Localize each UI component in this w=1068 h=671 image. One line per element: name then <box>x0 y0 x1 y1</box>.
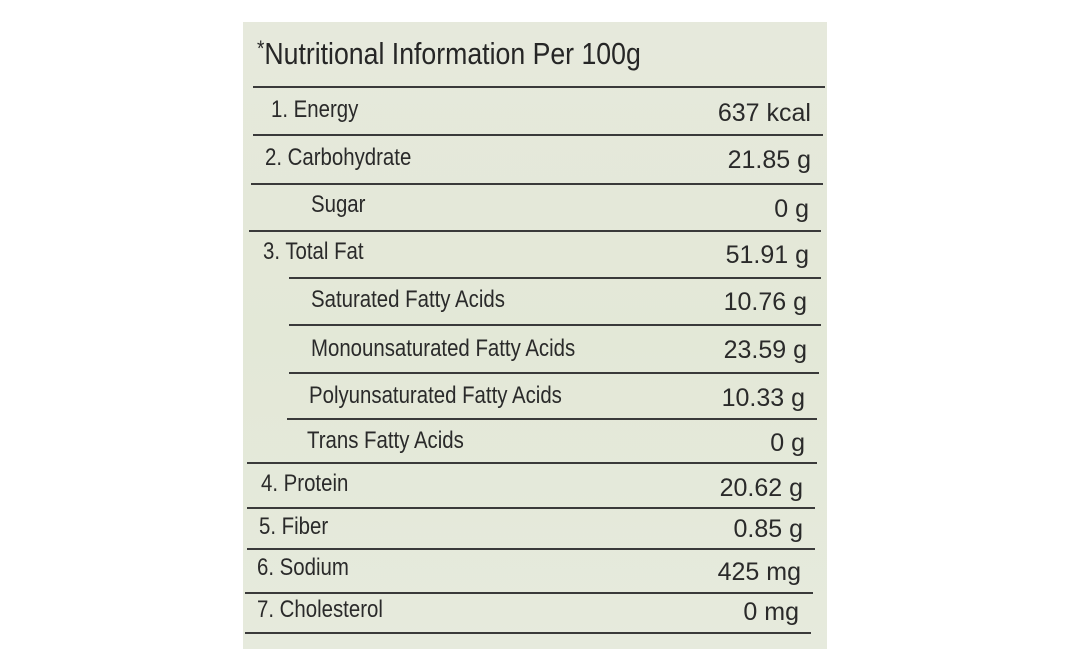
divider <box>247 507 815 509</box>
divider <box>249 230 821 232</box>
asterisk: * <box>257 36 265 61</box>
divider <box>247 462 817 464</box>
nutrient-name: Polyunsaturated Fatty Acids <box>309 382 562 409</box>
title-text: Nutritional Information Per 100g <box>264 36 641 71</box>
nutrient-name: Trans Fatty Acids <box>307 427 464 454</box>
divider <box>287 418 817 420</box>
nutrient-value: 0 mg <box>743 598 799 626</box>
nutrient-value: 0 g <box>770 429 805 457</box>
divider <box>289 372 819 374</box>
nutrient-value: 20.62 g <box>719 474 803 502</box>
divider <box>245 592 813 594</box>
nutrient-value: 10.33 g <box>721 384 805 412</box>
nutrient-value: 637 kcal <box>717 99 811 127</box>
divider <box>289 324 821 326</box>
nutrient-name: 4. Protein <box>261 470 349 497</box>
nutrient-value: 0.85 g <box>733 515 803 543</box>
divider <box>253 134 823 136</box>
nutrient-name: Sugar <box>311 191 366 218</box>
divider <box>289 277 821 279</box>
nutrient-value: 425 mg <box>717 558 801 586</box>
nutrient-name: Monounsaturated Fatty Acids <box>311 335 576 362</box>
divider <box>245 632 811 634</box>
nutrient-value: 0 g <box>774 195 809 223</box>
nutrient-name: 6. Sodium <box>257 554 349 581</box>
nutrient-name: 3. Total Fat <box>263 238 364 265</box>
nutrient-name: 5. Fiber <box>259 513 329 540</box>
nutrient-value: 10.76 g <box>723 288 807 316</box>
nutrient-name: 7. Cholesterol <box>257 596 383 623</box>
nutrient-value: 23.59 g <box>723 336 807 364</box>
nutrient-name: Saturated Fatty Acids <box>311 286 505 313</box>
nutrient-name: 1. Energy <box>271 96 359 123</box>
divider <box>251 183 823 185</box>
nutrient-value: 51.91 g <box>725 241 809 269</box>
divider <box>253 86 825 88</box>
nutrient-name: 2. Carbohydrate <box>265 144 412 171</box>
divider <box>247 548 815 550</box>
label-title: *Nutritional Information Per 100g <box>257 36 641 72</box>
nutrition-label: *Nutritional Information Per 100g 1. Ene… <box>243 22 827 649</box>
nutrient-value: 21.85 g <box>727 146 811 174</box>
